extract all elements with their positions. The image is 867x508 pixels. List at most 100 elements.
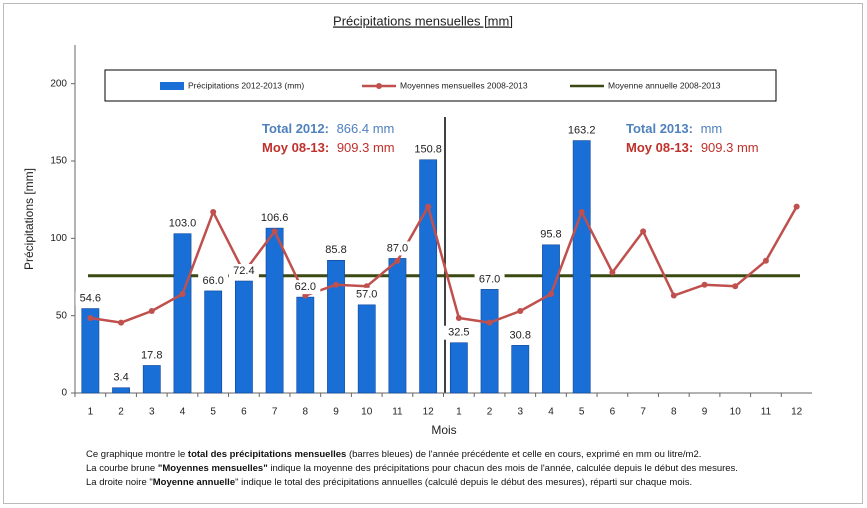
- data-label: 62.0: [295, 281, 316, 293]
- note-text: La droite noire ": [86, 477, 153, 488]
- label-bg: [321, 243, 352, 258]
- line-marker: [455, 314, 462, 321]
- y-tick-label: 200: [50, 78, 67, 89]
- data-label: 85.8: [325, 244, 346, 256]
- line-marker: [762, 257, 769, 264]
- annotation-label: Total 2012:: [262, 121, 329, 136]
- line-marker: [701, 281, 708, 288]
- line-marker: [333, 281, 340, 288]
- x-tick-label: 11: [761, 407, 772, 418]
- bar: [419, 159, 438, 394]
- x-tick-label: 8: [671, 407, 677, 418]
- x-tick-label: 1: [88, 407, 94, 418]
- x-tick-label: 1: [456, 407, 462, 418]
- x-tick-label: 12: [423, 407, 435, 418]
- bar: [357, 304, 376, 394]
- note-text: indique la moyenne des précipitations po…: [267, 463, 738, 474]
- annotation: Total 2012: 866.4 mm: [262, 121, 394, 136]
- note-text: (barres bleues) de l'année précédente et…: [346, 449, 702, 460]
- chart-title: Précipitations mensuelles [mm]: [333, 13, 513, 28]
- bar: [81, 308, 100, 394]
- line-marker: [517, 308, 524, 315]
- annotation-text: 866.4 mm: [337, 121, 395, 136]
- line-marker: [210, 209, 217, 216]
- annotation-text: mm: [701, 121, 723, 136]
- bar: [327, 259, 345, 394]
- label-bg: [566, 123, 597, 138]
- label-bg: [75, 291, 106, 306]
- data-label: 3.4: [113, 372, 128, 384]
- data-label: 66.0: [202, 275, 223, 287]
- data-label: 67.0: [479, 273, 500, 285]
- line: [90, 203, 798, 324]
- x-tick-label: 9: [333, 407, 339, 418]
- data-label: 17.8: [141, 349, 162, 361]
- label-bg: [413, 142, 444, 157]
- bar: [265, 227, 284, 394]
- data-label: 32.5: [448, 327, 469, 339]
- bar: [234, 280, 253, 394]
- note-text: "Moyennes mensuelles": [157, 463, 268, 474]
- x-tick-label: 6: [241, 407, 247, 418]
- line-marker: [486, 319, 493, 326]
- legend-label: Moyenne annuelle 2008-2013: [608, 80, 721, 90]
- y-tick-label: 50: [56, 310, 68, 321]
- line-marker: [363, 283, 370, 290]
- data-label: 54.6: [80, 292, 101, 304]
- x-tick-label: 3: [517, 407, 523, 418]
- data-label: 150.8: [414, 144, 442, 156]
- line-marker: [179, 291, 186, 298]
- x-tick-label: 10: [730, 407, 742, 418]
- legend-marker: [376, 83, 382, 89]
- bar: [204, 290, 223, 394]
- line-marker: [425, 203, 432, 210]
- annotation-text: 909.3 mm: [337, 140, 395, 155]
- bar: [480, 289, 499, 394]
- label-bg: [167, 216, 198, 231]
- note-line: La droite noire "Moyenne annuelle" indiq…: [86, 476, 738, 490]
- bar: [542, 244, 560, 394]
- x-tick-label: 9: [702, 407, 708, 418]
- label-bg: [505, 328, 536, 343]
- legend-box: [104, 69, 777, 102]
- x-tick-label: 6: [610, 407, 616, 418]
- label-bg: [382, 241, 413, 256]
- x-tick-label: 4: [548, 407, 554, 418]
- data-label: 106.6: [261, 212, 289, 224]
- data-label: 57.0: [356, 289, 377, 301]
- y-tick-label: 0: [61, 388, 67, 399]
- bar: [511, 345, 530, 394]
- notes: Ce graphique montre le total des précipi…: [86, 448, 738, 490]
- note-line: Ce graphique montre le total des précipi…: [86, 448, 738, 462]
- line-marker: [609, 269, 616, 276]
- label-bg: [136, 348, 167, 363]
- bar: [173, 233, 192, 394]
- label-bg: [443, 325, 474, 340]
- annotation: Total 2013: mm: [626, 121, 722, 136]
- x-axis-label: Mois: [431, 423, 456, 437]
- line-marker: [547, 291, 554, 298]
- label-bg: [198, 273, 229, 288]
- y-tick-label: 100: [50, 233, 67, 244]
- label-bg: [535, 227, 566, 242]
- note-text: Ce graphique montre le: [86, 449, 188, 460]
- note-text: " indique le total des précipitations an…: [235, 477, 693, 488]
- label-bg: [106, 370, 137, 385]
- annotation: Moy 08-13: 909.3 mm: [626, 140, 759, 155]
- x-tick-label: 2: [487, 407, 493, 418]
- data-label: 30.8: [510, 329, 531, 341]
- bar: [572, 140, 591, 394]
- line-marker: [87, 314, 94, 321]
- label-bg: [351, 287, 382, 302]
- annotation-label: Moy 08-13:: [626, 140, 693, 155]
- line-marker: [271, 228, 278, 235]
- x-tick-label: 7: [272, 407, 278, 418]
- annotation-label: Total 2013:: [626, 121, 693, 136]
- x-tick-label: 7: [640, 407, 646, 418]
- x-tick-label: 12: [791, 407, 803, 418]
- label-bg: [474, 272, 505, 287]
- annotation-label: Moy 08-13:: [262, 140, 329, 155]
- data-label: 72.4: [233, 265, 254, 277]
